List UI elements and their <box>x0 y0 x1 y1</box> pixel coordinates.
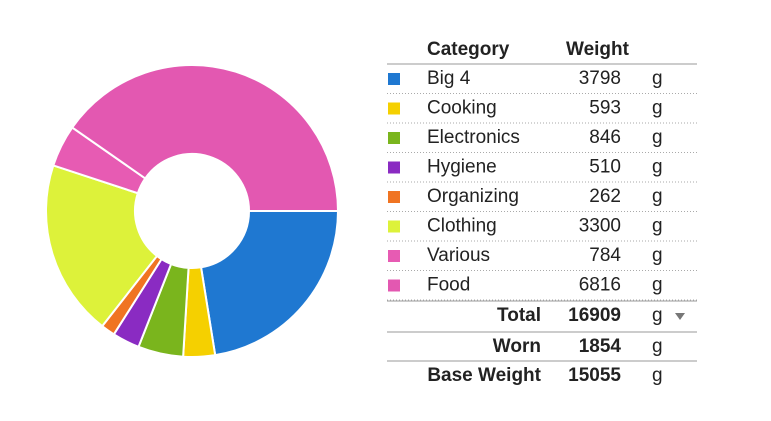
legend-swatch <box>388 73 400 85</box>
category-name: Organizing <box>427 186 519 207</box>
legend-swatch <box>388 102 400 115</box>
category-weight: 846 <box>589 127 621 148</box>
category-name: Cooking <box>427 98 497 119</box>
category-name: Various <box>427 245 490 266</box>
legend-swatch <box>388 161 400 174</box>
total-label: Worn <box>493 336 541 357</box>
category-name: Electronics <box>427 127 520 148</box>
header-category: Category <box>427 39 510 60</box>
unit: g <box>652 157 663 178</box>
category-name: Big 4 <box>427 68 471 89</box>
donut-slice <box>199 210 340 357</box>
unit: g <box>652 186 663 207</box>
category-weight: 3798 <box>579 68 621 89</box>
total-value: 16909 <box>568 305 621 326</box>
unit: g <box>652 336 663 357</box>
donut-slice <box>45 164 159 328</box>
legend-swatch <box>388 132 400 144</box>
unit: g <box>652 275 663 296</box>
category-weight: 510 <box>589 157 621 178</box>
total-label: Base Weight <box>427 365 541 386</box>
category-weight: 593 <box>589 98 621 119</box>
category-weight: 3300 <box>579 216 621 237</box>
category-name: Clothing <box>427 216 497 237</box>
header-weight: Weight <box>566 39 630 60</box>
unit: g <box>652 68 663 89</box>
legend-swatch <box>388 220 400 233</box>
donut-slice <box>70 64 340 212</box>
total-value: 15055 <box>568 365 621 386</box>
legend-swatch <box>388 250 400 262</box>
category-name: Food <box>427 275 470 296</box>
category-weight: 262 <box>589 186 621 207</box>
category-name: Hygiene <box>427 157 497 178</box>
unit: g <box>652 365 663 386</box>
legend-swatch <box>388 279 400 292</box>
total-label: Total <box>497 305 541 326</box>
unit: g <box>652 216 663 237</box>
unit: g <box>652 305 663 326</box>
legend-swatch <box>388 191 400 203</box>
unit: g <box>652 127 663 148</box>
category-weight: 6816 <box>579 275 621 296</box>
total-dropdown[interactable] <box>675 313 685 320</box>
category-weight: 784 <box>589 245 621 266</box>
total-value: 1854 <box>579 336 622 357</box>
unit: g <box>652 245 663 266</box>
unit: g <box>652 98 663 119</box>
